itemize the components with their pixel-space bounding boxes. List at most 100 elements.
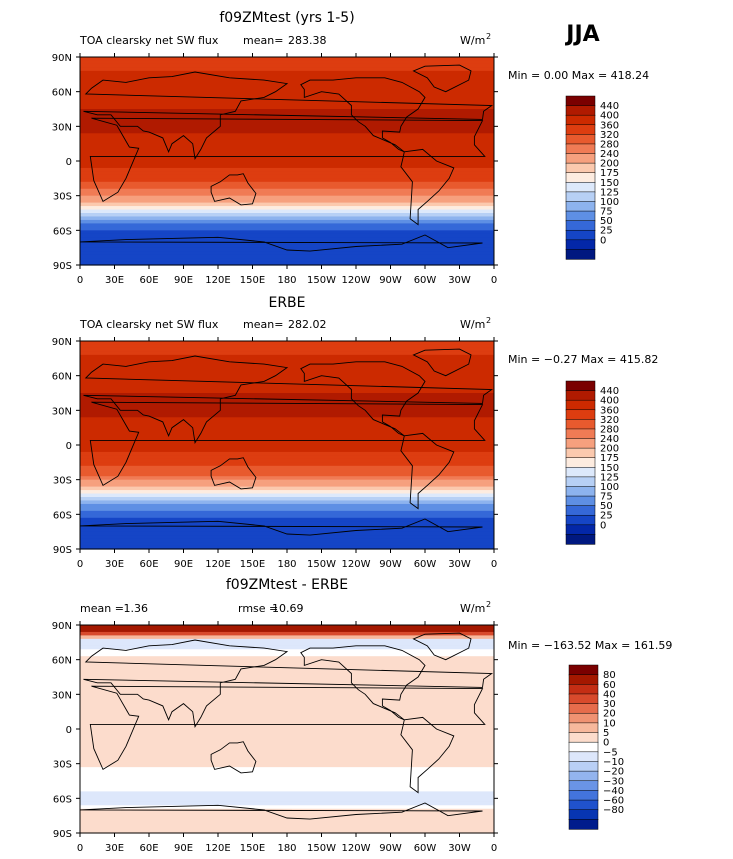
units-exponent: 2 [486, 32, 491, 41]
field-band [80, 237, 494, 242]
units-exponent: 2 [486, 316, 491, 325]
field-band [80, 642, 494, 647]
field-band [80, 490, 494, 495]
lat-tick-label: 90S [53, 545, 72, 556]
colorbar-swatch [565, 438, 596, 449]
colorbar-swatch [568, 732, 599, 743]
colorbar-swatch [568, 722, 599, 734]
colorbar-label: 200 [600, 444, 619, 455]
colorbar-swatch [565, 201, 596, 212]
colorbar-swatch [568, 684, 599, 695]
colorbar-swatch [565, 220, 596, 231]
colorbar-label: 60 [603, 680, 616, 691]
lon-tick-label: 150E [240, 559, 265, 570]
coastlines [79, 64, 494, 252]
colorbar-swatch [565, 457, 596, 468]
field-band [80, 102, 494, 107]
lon-tick-label: 30W [448, 843, 471, 854]
field-band [80, 386, 494, 391]
field-band [80, 164, 494, 169]
field-band [80, 209, 494, 214]
field-band [80, 451, 494, 456]
lat-tick-label: 60S [53, 510, 72, 521]
field-band [80, 226, 494, 231]
field-band [80, 361, 494, 366]
colorbar-label: 320 [600, 415, 619, 426]
colorbar-label: −30 [603, 776, 624, 787]
field-band [80, 656, 494, 661]
field-band [80, 628, 494, 633]
field-band [80, 136, 494, 141]
lon-tick-label: 90W [379, 559, 402, 570]
field-band [80, 223, 494, 228]
lon-tick-label: 60E [139, 275, 158, 286]
colorbar-swatch [568, 780, 599, 792]
field-band [80, 659, 494, 664]
colorbar-label: 50 [600, 216, 613, 227]
colorbar-label: 5 [603, 728, 609, 739]
panel-title: f09ZMtest - ERBE [226, 577, 348, 593]
colorbar-swatch [565, 419, 596, 430]
colorbar-label: −20 [603, 767, 624, 778]
lon-tick-label: 150E [240, 275, 265, 286]
field-band [80, 819, 494, 824]
lon-tick-label: 120W [342, 559, 371, 570]
lon-tick-label: 120W [342, 843, 371, 854]
field-band [80, 507, 494, 512]
field-band [80, 178, 494, 183]
lat-tick-label: 0 [66, 725, 72, 736]
season-label: JJA [564, 22, 599, 47]
field-band [80, 472, 494, 477]
field-band [80, 424, 494, 429]
colorbar-label: 440 [600, 386, 619, 397]
lon-tick-label: 180 [277, 559, 296, 570]
lon-tick-label: 0 [491, 275, 497, 286]
field-band [80, 829, 494, 834]
field-band [80, 368, 494, 373]
panel-title: f09ZMtest (yrs 1-5) [219, 10, 354, 26]
colorbar-swatch [565, 486, 596, 497]
units-label: W/m [460, 602, 485, 615]
field-band [80, 219, 494, 224]
colorbar-label: 125 [600, 187, 619, 198]
lat-tick-label: 90N [52, 621, 72, 632]
field-band [80, 666, 494, 671]
field-band [80, 119, 494, 124]
field-band [80, 483, 494, 488]
field-band [80, 70, 494, 75]
field-band [80, 486, 494, 491]
colorbar-label: 100 [600, 197, 619, 208]
field-band [80, 791, 494, 796]
field-band [80, 545, 494, 550]
colorbar-label: −5 [603, 747, 618, 758]
lat-tick-label: 30N [52, 690, 72, 701]
field-band [80, 206, 494, 211]
colorbar-swatch [568, 819, 599, 830]
colorbar-swatch [565, 524, 596, 536]
colorbar-swatch [565, 114, 596, 126]
colorbar-swatch [565, 143, 596, 155]
field-band [80, 476, 494, 481]
field-band [80, 202, 494, 207]
colorbar-swatch [565, 514, 596, 526]
field-band [80, 704, 494, 709]
colorbar-swatch [568, 664, 599, 676]
field-band [80, 510, 494, 515]
field-band [80, 794, 494, 799]
field-band [80, 258, 494, 263]
field-band [80, 701, 494, 706]
colorbar-label: 150 [600, 463, 619, 474]
field-band [80, 635, 494, 640]
mean-value: 282.02 [288, 318, 327, 331]
antarctica-outline [79, 802, 483, 820]
field-band [80, 680, 494, 685]
colorbar-swatch [565, 210, 596, 222]
colorbar-swatch [568, 799, 599, 811]
lon-tick-label: 60W [414, 559, 437, 570]
field-band [80, 767, 494, 772]
mean-value: 283.38 [288, 34, 327, 47]
field-band [80, 645, 494, 650]
lon-tick-label: 60E [139, 843, 158, 854]
colorbar-swatch [565, 534, 596, 545]
field-band [80, 781, 494, 786]
